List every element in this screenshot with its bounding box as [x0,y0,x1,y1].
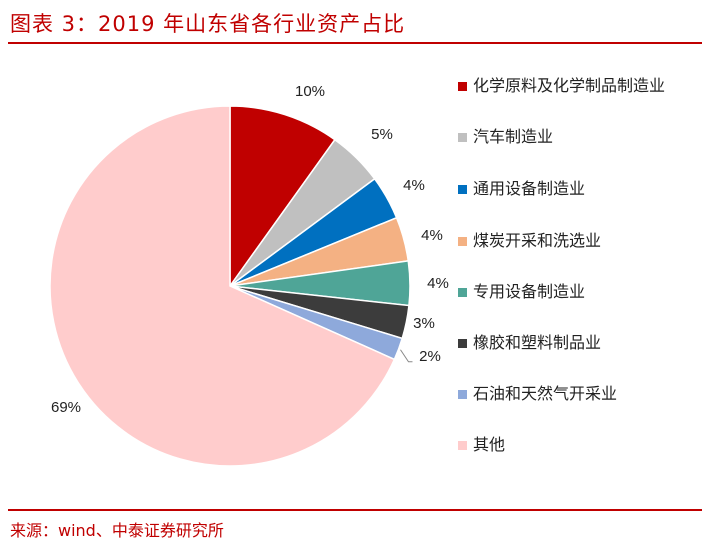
slice-data-label: 4% [403,177,425,194]
legend-item: 石油和天然气开采业 [458,382,678,406]
legend-item: 煤炭开采和洗选业 [458,229,678,253]
pie-chart: 10% 5% 4% 4% 4% 3% 2% 69% [49,83,449,467]
legend-swatch [458,185,467,194]
legend-item: 其他 [458,433,678,457]
legend-swatch [458,288,467,297]
legend-item: 专用设备制造业 [458,280,678,304]
legend-label: 汽车制造业 [473,127,554,146]
title-divider [8,42,702,44]
slice-data-label: 10% [295,83,325,100]
legend-item: 橡胶和塑料制品业 [458,331,678,355]
legend-label: 其他 [473,435,506,454]
slice-data-label: 5% [371,126,393,143]
legend-label: 化学原料及化学制品制造业 [473,76,666,95]
legend-item: 通用设备制造业 [458,177,678,201]
slice-data-label: 4% [421,227,443,244]
legend-label: 专用设备制造业 [473,282,586,301]
legend-label: 通用设备制造业 [473,179,586,198]
legend-label: 煤炭开采和洗选业 [473,231,602,250]
legend-item: 汽车制造业 [458,125,678,149]
slice-data-label: 2% [419,348,441,365]
chart-title: 图表 3：2019 年山东省各行业资产占比 [10,12,406,36]
pie-slice [229,105,336,289]
leader-line [400,349,413,363]
pie-slice [49,105,396,467]
source-note: 来源：wind、中泰证券研究所 [10,521,224,540]
slice-data-label: 3% [413,315,435,332]
legend-label: 石油和天然气开采业 [473,384,618,403]
legend-swatch [458,82,467,91]
legend-swatch [458,390,467,399]
legend-swatch [458,339,467,348]
legend-swatch [458,237,467,246]
legend-swatch [458,441,467,450]
source-divider [8,509,702,511]
legend-swatch [458,133,467,142]
slice-data-label: 4% [427,275,449,292]
legend-label: 橡胶和塑料制品业 [473,333,602,352]
slice-data-label: 69% [51,399,81,416]
legend-item: 化学原料及化学制品制造业 [458,74,678,98]
